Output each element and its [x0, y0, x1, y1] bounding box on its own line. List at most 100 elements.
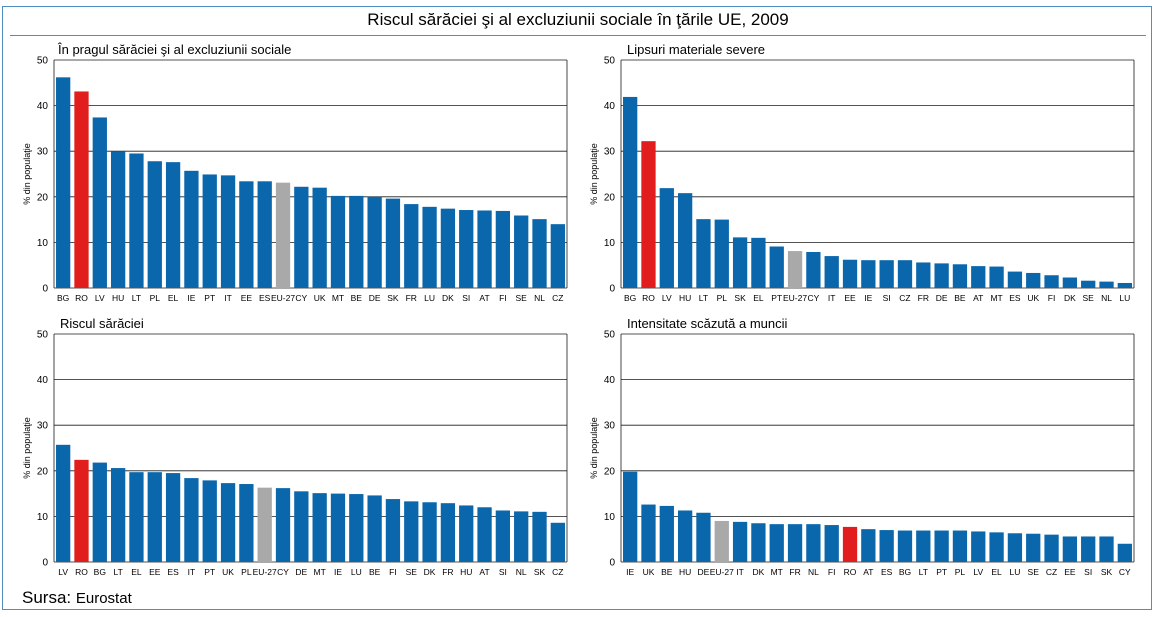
bar-pl	[239, 484, 254, 562]
x-tick-label: EU-27	[783, 293, 807, 303]
x-tick-label: FI	[389, 567, 397, 577]
bar-cy	[275, 488, 291, 562]
x-tick-label: IT	[224, 293, 232, 303]
bar-de	[294, 491, 309, 562]
x-tick-label: NL	[534, 293, 545, 303]
x-tick-label: EL	[753, 293, 764, 303]
bar-be	[952, 264, 968, 288]
x-tick-label: DE	[369, 293, 381, 303]
bar-eu-27	[714, 520, 729, 562]
x-tick-label: SE	[406, 567, 418, 577]
x-tick-label: PL	[955, 567, 966, 577]
y-axis-label: % din populaţie	[22, 417, 32, 479]
x-tick-label: ES	[167, 567, 179, 577]
bar-el	[165, 162, 181, 288]
bar-fi	[495, 210, 511, 288]
bar-es	[257, 181, 272, 288]
y-tick-label: 10	[604, 238, 616, 249]
x-tick-label: BG	[899, 567, 911, 577]
chart-title-1: În pragul sărăciei şi al excluziunii soc…	[58, 42, 292, 57]
bar-se	[1026, 533, 1041, 562]
x-tick-label: FR	[789, 567, 800, 577]
x-tick-label: IT	[828, 293, 836, 303]
x-tick-label: FI	[1048, 293, 1056, 303]
bar-el	[989, 532, 1004, 562]
bar-be	[349, 195, 364, 288]
x-tick-label: NL	[808, 567, 819, 577]
bar-de	[367, 196, 382, 288]
bar-dk	[751, 523, 766, 562]
bar-uk	[1026, 272, 1041, 288]
y-tick-label: 20	[604, 192, 616, 203]
bar-lv	[971, 531, 986, 562]
x-tick-label: EE	[241, 293, 253, 303]
bar-lv	[659, 188, 674, 288]
x-tick-label: BG	[94, 567, 106, 577]
bar-it	[732, 521, 748, 562]
x-tick-label: LT	[699, 293, 708, 303]
bar-lu	[1117, 282, 1132, 288]
y-tick-label: 40	[604, 375, 616, 386]
bar-at	[477, 210, 492, 288]
bar-at	[477, 507, 492, 562]
x-tick-label: UK	[222, 567, 234, 577]
y-tick-label: 40	[37, 101, 49, 112]
x-tick-label: HU	[460, 567, 472, 577]
x-tick-label: FR	[442, 567, 453, 577]
x-tick-label: UK	[314, 293, 326, 303]
y-tick-label: 50	[604, 56, 616, 67]
bar-fr	[440, 503, 456, 562]
bar-dk	[1062, 277, 1078, 288]
bar-pl	[714, 219, 729, 288]
bar-uk	[220, 483, 236, 562]
x-tick-label: UK	[643, 567, 655, 577]
bar-si	[495, 510, 511, 562]
x-tick-label: FI	[828, 567, 836, 577]
x-tick-label: LU	[1009, 567, 1020, 577]
bar-ro	[842, 526, 858, 562]
y-tick-label: 0	[42, 284, 48, 295]
bar-it	[824, 256, 839, 288]
x-tick-label: ES	[1009, 293, 1021, 303]
bar-dk	[422, 502, 437, 562]
x-tick-label: EL	[168, 293, 179, 303]
y-tick-label: 20	[37, 192, 49, 203]
bar-cz	[550, 224, 565, 288]
x-tick-label: FR	[918, 293, 929, 303]
bar-el	[751, 237, 766, 288]
bar-es	[165, 473, 181, 562]
y-tick-label: 20	[37, 466, 49, 477]
bar-fi	[824, 525, 839, 562]
x-tick-label: UK	[1027, 293, 1039, 303]
bar-pt	[934, 530, 949, 562]
x-tick-label: EU-27	[253, 567, 277, 577]
bar-sk	[385, 198, 401, 288]
bar-it	[220, 175, 236, 288]
y-tick-label: 0	[42, 558, 48, 569]
x-tick-label: IE	[187, 293, 195, 303]
x-tick-label: LT	[919, 567, 928, 577]
x-tick-label: PT	[204, 293, 215, 303]
chart-title-3: Riscul sărăciei	[60, 316, 144, 331]
x-tick-label: IT	[188, 567, 196, 577]
x-tick-label: MT	[990, 293, 1002, 303]
bar-ro	[74, 459, 89, 562]
x-tick-label: LU	[424, 293, 435, 303]
bar-pl	[147, 161, 162, 288]
x-tick-label: LV	[95, 293, 105, 303]
x-tick-label: BG	[624, 293, 636, 303]
bar-sk	[532, 511, 547, 562]
x-tick-label: DK	[424, 567, 436, 577]
y-axis-label: % din populaţie	[22, 143, 32, 205]
bar-ie	[861, 260, 876, 288]
x-tick-label: LU	[1119, 293, 1130, 303]
bar-cy	[1117, 543, 1132, 562]
bar-ee	[1062, 536, 1078, 562]
y-tick-label: 30	[604, 421, 616, 432]
x-tick-label: SI	[499, 567, 507, 577]
y-tick-label: 50	[37, 56, 49, 67]
x-tick-label: IE	[334, 567, 342, 577]
bar-pt	[202, 174, 217, 288]
x-tick-label: PT	[936, 567, 947, 577]
